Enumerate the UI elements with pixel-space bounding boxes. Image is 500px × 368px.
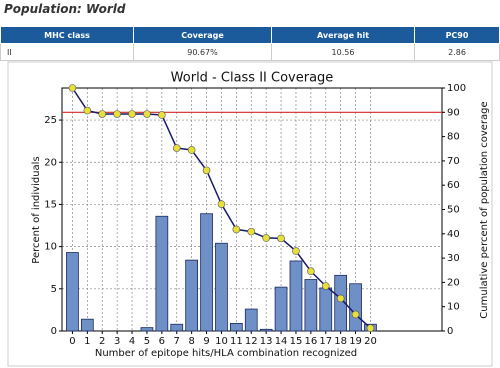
bar — [349, 283, 362, 332]
line-marker — [292, 247, 300, 255]
cell: 2.86 — [414, 43, 500, 61]
y2-tick-label: 80 — [447, 132, 460, 143]
line-marker — [158, 111, 166, 119]
line-marker — [113, 110, 121, 118]
line-marker — [336, 294, 345, 303]
column-header: PC90 — [414, 26, 500, 44]
line-marker — [366, 324, 375, 332]
cell: II — [0, 43, 134, 61]
y-tick-label: 20 — [44, 157, 57, 168]
y-tick-label: 25 — [44, 115, 57, 126]
line-marker — [68, 84, 77, 92]
x-tick-label: 15 — [290, 336, 303, 347]
bar — [80, 318, 94, 332]
bar — [155, 215, 169, 332]
line-marker — [217, 200, 226, 208]
y-tick-label: 0 — [51, 326, 57, 337]
x-tick-label: 12 — [245, 336, 258, 347]
column-header: MHC class — [0, 26, 134, 44]
line-marker — [98, 110, 107, 118]
line-marker — [128, 110, 136, 118]
y-axis-label: Percent of individuals — [31, 156, 42, 263]
x-tick-label: 3 — [114, 336, 120, 347]
column-header: Average hit — [271, 26, 415, 44]
x-axis-label: Number of epitope hits/HLA combination r… — [95, 348, 357, 359]
bar — [244, 308, 258, 332]
y-tick-label: 15 — [44, 199, 57, 210]
y-tick-label: 5 — [51, 284, 57, 295]
chart-frame — [7, 61, 493, 367]
population-title: Population: World — [4, 2, 126, 16]
bar — [289, 260, 303, 332]
bar — [66, 252, 79, 332]
line-marker — [351, 310, 360, 319]
line-marker — [143, 110, 151, 118]
x-tick-label: 9 — [203, 336, 209, 347]
line-marker — [202, 166, 211, 175]
bar — [200, 213, 213, 332]
x-tick-label: 13 — [260, 336, 273, 347]
y-tick-label: 10 — [44, 242, 57, 253]
line-marker — [307, 267, 315, 276]
y2-tick-label: 100 — [447, 83, 466, 94]
y2-axis-label: Cumulative percent of population coverag… — [479, 101, 490, 318]
x-tick-label: 4 — [129, 336, 135, 347]
line-marker — [172, 144, 181, 152]
x-tick-label: 16 — [304, 336, 317, 347]
x-tick-label: 11 — [230, 336, 243, 347]
y2-tick-label: 0 — [447, 326, 453, 337]
bar — [229, 323, 243, 332]
chart-title: World - Class II Coverage — [171, 71, 334, 86]
x-tick-label: 18 — [334, 336, 347, 347]
x-tick-label: 19 — [349, 336, 362, 347]
bar — [215, 242, 228, 332]
bar — [185, 259, 199, 332]
y2-tick-label: 40 — [447, 229, 460, 240]
x-tick-label: 5 — [144, 336, 150, 347]
bar — [304, 279, 318, 332]
line-marker — [277, 234, 285, 243]
column-header: Coverage — [133, 26, 272, 44]
x-tick-label: 14 — [275, 336, 288, 347]
y2-tick-label: 60 — [447, 180, 460, 191]
summary-table: MHC class Coverage Average hit PC90 II 9… — [0, 26, 500, 61]
y2-tick-label: 30 — [447, 253, 460, 264]
y2-tick-label: 70 — [447, 156, 460, 167]
x-tick-label: 20 — [364, 336, 377, 347]
x-tick-label: 1 — [84, 336, 90, 347]
y2-tick-label: 10 — [447, 302, 460, 313]
line-marker — [247, 227, 256, 236]
y2-tick-label: 20 — [447, 277, 460, 288]
bar — [334, 274, 348, 332]
cell: 90.67% — [133, 43, 272, 61]
x-tick-label: 17 — [319, 336, 332, 347]
bar — [319, 287, 333, 332]
y2-tick-label: 50 — [447, 205, 460, 216]
bar — [140, 327, 154, 332]
x-tick-label: 6 — [159, 336, 165, 347]
x-tick-label: 0 — [69, 336, 75, 347]
x-tick-label: 8 — [188, 336, 194, 347]
line-marker — [187, 146, 196, 154]
bar — [259, 328, 273, 332]
x-tick-label: 2 — [99, 336, 105, 347]
line-marker — [83, 106, 92, 115]
line-marker — [232, 225, 241, 234]
x-tick-label: 7 — [174, 336, 180, 347]
line-marker — [262, 234, 270, 242]
bar — [274, 286, 288, 332]
plot-frame — [61, 87, 443, 332]
bar — [170, 323, 184, 332]
line-marker — [321, 282, 330, 290]
x-tick-label: 10 — [215, 336, 228, 347]
y2-tick-label: 90 — [447, 107, 460, 118]
